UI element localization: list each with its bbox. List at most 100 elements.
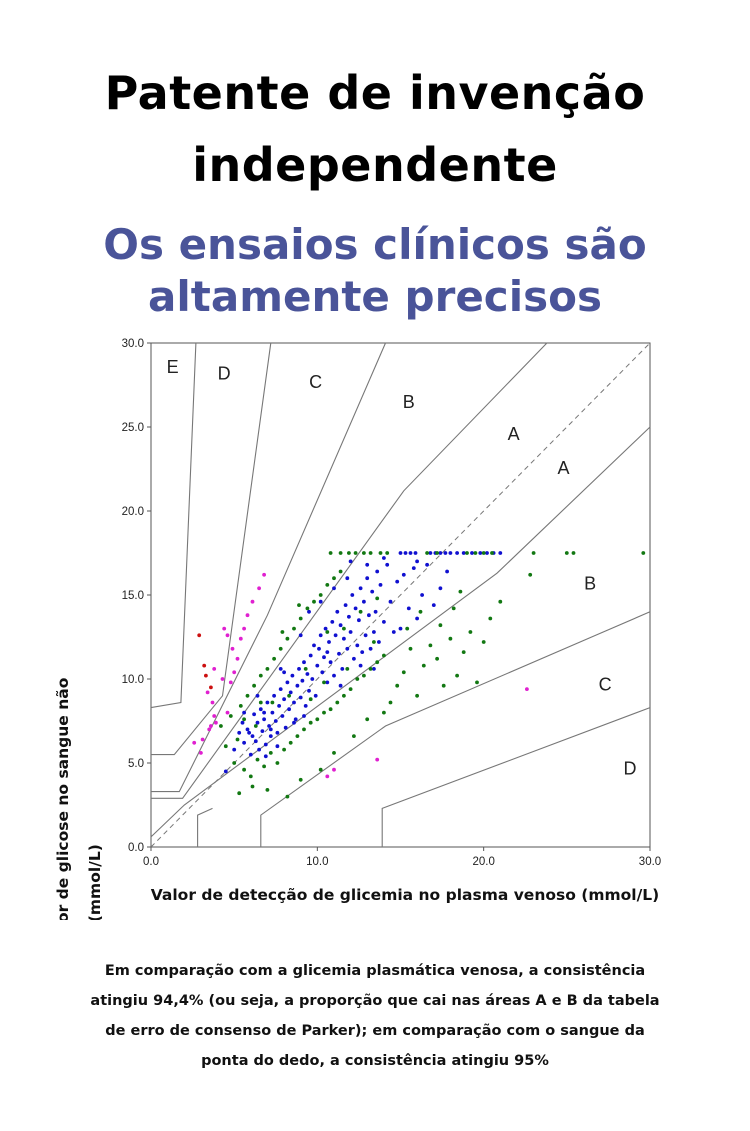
data-point-blue-21 xyxy=(273,719,278,723)
data-point-blue-117 xyxy=(443,551,448,555)
data-point-green-6 xyxy=(242,767,247,772)
data-point-green-71 xyxy=(250,784,255,789)
data-point-green-24 xyxy=(302,727,306,732)
data-point-green-47 xyxy=(415,693,419,698)
data-point-green-61 xyxy=(473,551,478,555)
data-point-green-78 xyxy=(365,717,370,722)
data-point-magenta-18 xyxy=(192,740,197,745)
data-point-green-67 xyxy=(641,551,646,555)
y-axis-label-line2: invasivo (mmol/L) xyxy=(86,844,104,920)
data-point-blue-91 xyxy=(401,572,406,577)
clarke-error-grid-chart: E D C B A A B C D 0.0 10.0 20.0 30.0 0.0 5.0 10.0 15.0 20… xyxy=(54,338,661,920)
data-point-green-26 xyxy=(308,720,313,725)
data-point-blue-4 xyxy=(242,740,247,745)
data-point-blue-64 xyxy=(345,646,350,651)
data-point-blue-94 xyxy=(415,616,419,621)
data-point-blue-59 xyxy=(337,651,341,656)
data-point-blue-50 xyxy=(322,655,326,660)
data-point-blue-80 xyxy=(372,630,376,634)
data-point-green-80 xyxy=(328,551,333,555)
data-point-blue-9 xyxy=(253,739,258,744)
data-point-blue-43 xyxy=(310,677,315,681)
data-point-green-73 xyxy=(285,794,290,799)
data-point-blue-66 xyxy=(348,630,353,634)
zone-label-e-0: E xyxy=(167,357,179,377)
data-point-magenta-22 xyxy=(325,774,330,779)
zone-label-d-8: D xyxy=(624,758,637,778)
data-point-blue-121 xyxy=(470,551,474,555)
data-point-blue-52 xyxy=(325,680,330,685)
data-point-green-1 xyxy=(223,744,228,749)
data-point-blue-26 xyxy=(282,697,286,702)
data-point-blue-106 xyxy=(338,683,343,688)
data-point-green-98 xyxy=(280,630,285,634)
x-tick-label-0: 0.0 xyxy=(143,856,159,868)
data-point-blue-62 xyxy=(342,636,346,641)
data-point-blue-108 xyxy=(372,667,376,671)
data-point-green-64 xyxy=(531,551,536,555)
zone-boundary-4 xyxy=(150,426,651,838)
x-tick-label-2: 20.0 xyxy=(472,856,494,868)
data-point-green-51 xyxy=(441,683,446,688)
data-point-blue-87 xyxy=(388,599,393,604)
data-point-green-97 xyxy=(375,596,380,601)
data-point-blue-70 xyxy=(355,643,360,648)
data-point-blue-110 xyxy=(398,551,403,555)
caption-line2: atingiu 94,4% (ou seja, a proporção que … xyxy=(90,993,660,1009)
data-point-green-40 xyxy=(368,667,373,671)
data-point-blue-11 xyxy=(257,747,261,752)
data-point-blue-112 xyxy=(408,551,413,555)
data-point-blue-29 xyxy=(287,707,291,712)
data-point-blue-30 xyxy=(288,690,293,695)
data-point-blue-97 xyxy=(431,603,436,607)
data-point-magenta-13 xyxy=(210,700,215,705)
data-point-magenta-2 xyxy=(250,599,255,604)
data-point-green-34 xyxy=(335,700,340,705)
zone-boundary-3 xyxy=(151,342,548,799)
data-point-green-56 xyxy=(475,680,479,685)
data-point-green-46 xyxy=(408,646,413,651)
data-point-green-32 xyxy=(328,707,333,712)
data-point-green-48 xyxy=(421,663,426,668)
data-point-blue-25 xyxy=(280,714,285,718)
data-point-magenta-0 xyxy=(262,572,266,577)
data-point-magenta-1 xyxy=(257,586,261,591)
data-point-green-93 xyxy=(303,667,308,671)
data-point-green-60 xyxy=(465,551,469,555)
data-point-blue-53 xyxy=(327,640,331,644)
data-point-blue-34 xyxy=(295,683,300,688)
data-point-green-90 xyxy=(253,724,258,728)
data-point-blue-2 xyxy=(237,730,242,735)
data-point-magenta-9 xyxy=(212,667,217,671)
data-point-blue-35 xyxy=(297,667,301,671)
data-point-blue-20 xyxy=(272,693,276,698)
data-point-green-45 xyxy=(401,670,406,675)
data-point-blue-136 xyxy=(255,693,260,698)
data-point-green-42 xyxy=(382,653,386,658)
y-tick-label-3: 15.0 xyxy=(122,590,144,602)
data-point-green-89 xyxy=(435,551,439,555)
y-tick-label-1: 5.0 xyxy=(128,758,144,770)
data-point-blue-54 xyxy=(328,660,333,665)
data-point-blue-133 xyxy=(345,576,350,581)
data-point-green-8 xyxy=(248,774,253,779)
data-point-magenta-16 xyxy=(207,727,212,732)
data-point-green-35 xyxy=(338,569,343,574)
data-point-blue-118 xyxy=(448,551,453,555)
data-point-green-79 xyxy=(382,710,386,715)
data-point-green-14 xyxy=(268,751,273,755)
data-point-blue-92 xyxy=(406,606,411,611)
data-point-green-55 xyxy=(468,630,473,634)
data-point-blue-122 xyxy=(478,551,483,555)
data-point-blue-84 xyxy=(378,583,383,587)
data-point-green-27 xyxy=(312,599,316,604)
data-point-green-41 xyxy=(375,660,380,665)
data-point-blue-63 xyxy=(343,603,348,607)
data-point-blue-12 xyxy=(258,707,263,712)
data-point-blue-7 xyxy=(250,734,255,738)
data-point-blue-38 xyxy=(302,660,306,665)
data-point-blue-88 xyxy=(391,630,396,634)
data-point-green-87 xyxy=(385,551,390,555)
data-point-blue-42 xyxy=(308,653,313,658)
data-point-red-2 xyxy=(204,673,208,678)
